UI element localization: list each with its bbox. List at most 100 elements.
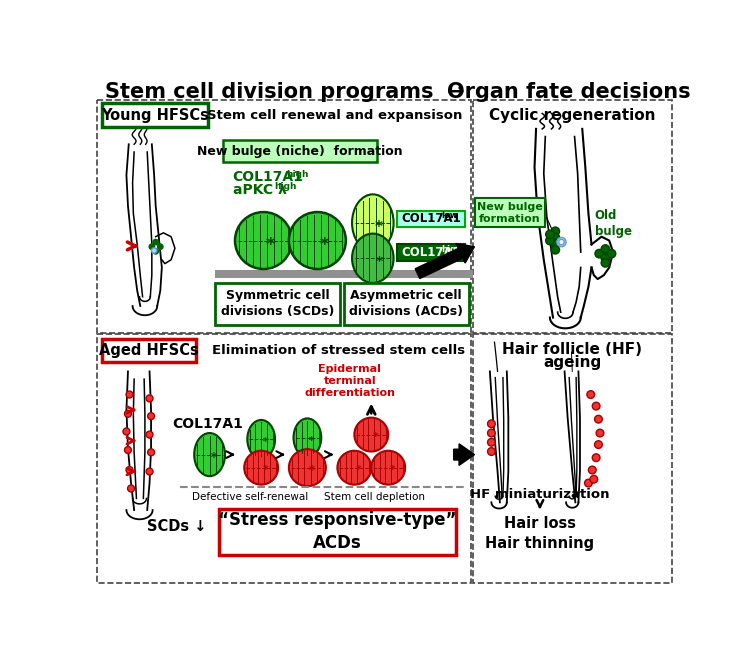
Circle shape — [596, 429, 604, 437]
Circle shape — [587, 391, 595, 398]
Text: Cyclic regeneration: Cyclic regeneration — [489, 108, 656, 122]
Text: *: * — [266, 236, 275, 254]
Bar — [215, 283, 340, 325]
Text: Young HFSCs: Young HFSCs — [101, 108, 208, 122]
Circle shape — [338, 451, 371, 485]
Circle shape — [590, 476, 598, 483]
Text: ⁻: ⁻ — [224, 414, 231, 428]
Text: *: * — [262, 437, 268, 447]
Bar — [476, 198, 544, 227]
Ellipse shape — [248, 420, 275, 459]
Bar — [215, 270, 473, 277]
Text: *: * — [373, 432, 378, 442]
Text: →: → — [447, 82, 465, 102]
Text: *: * — [211, 451, 217, 464]
Circle shape — [551, 233, 560, 242]
Text: high: high — [286, 170, 309, 179]
Circle shape — [244, 451, 278, 485]
FancyArrow shape — [454, 444, 475, 465]
Text: COL17A1: COL17A1 — [232, 170, 304, 185]
Bar — [98, 334, 470, 583]
Circle shape — [488, 420, 495, 428]
Circle shape — [559, 239, 564, 245]
Text: New bulge
formation: New bulge formation — [477, 202, 543, 224]
Circle shape — [488, 438, 495, 446]
Circle shape — [592, 402, 600, 410]
Circle shape — [595, 441, 602, 449]
Circle shape — [584, 479, 592, 487]
Text: Stem cell renewal and expansison: Stem cell renewal and expansison — [207, 108, 462, 122]
Text: *: * — [390, 465, 395, 475]
Circle shape — [602, 245, 610, 253]
Circle shape — [235, 212, 292, 269]
Circle shape — [146, 468, 153, 475]
Circle shape — [158, 244, 163, 250]
Circle shape — [126, 466, 133, 474]
Bar — [473, 334, 671, 583]
Circle shape — [488, 429, 495, 437]
Text: Asymmetric cell
divisions (ACDs): Asymmetric cell divisions (ACDs) — [349, 289, 463, 318]
Text: Symmetric cell
divisions (SCDs): Symmetric cell divisions (SCDs) — [221, 289, 334, 318]
Circle shape — [551, 227, 560, 236]
Text: “Stress responsive-type”
ACDs: “Stress responsive-type” ACDs — [218, 510, 457, 553]
Text: Stem cell division programs: Stem cell division programs — [104, 82, 433, 102]
FancyArrow shape — [416, 244, 475, 279]
Circle shape — [149, 244, 154, 250]
Text: high: high — [274, 182, 297, 191]
Circle shape — [551, 239, 560, 248]
Circle shape — [146, 431, 153, 438]
Circle shape — [595, 250, 604, 258]
Circle shape — [124, 447, 131, 453]
Circle shape — [589, 466, 596, 474]
Text: high: high — [441, 245, 462, 254]
Ellipse shape — [194, 433, 225, 476]
Bar — [98, 100, 470, 333]
Text: SCDs ↓: SCDs ↓ — [147, 520, 206, 535]
Circle shape — [289, 449, 326, 486]
Text: Epidermal
terminal
differentiation: Epidermal terminal differentiation — [304, 363, 395, 398]
Circle shape — [123, 428, 130, 435]
Text: Stem cell depletion: Stem cell depletion — [324, 492, 424, 503]
Circle shape — [126, 391, 133, 398]
Circle shape — [146, 395, 153, 402]
Text: Aged HFSCs: Aged HFSCs — [99, 343, 199, 358]
Circle shape — [602, 259, 610, 267]
Text: New bulge (niche)  formation: New bulge (niche) formation — [196, 145, 403, 158]
Text: Hair follicle (HF): Hair follicle (HF) — [503, 342, 642, 357]
Text: Defective self-renewal: Defective self-renewal — [191, 492, 308, 503]
Circle shape — [371, 451, 405, 485]
Bar — [344, 283, 469, 325]
Text: *: * — [309, 464, 315, 477]
Bar — [473, 100, 671, 333]
Text: ageing: ageing — [543, 355, 602, 370]
Text: COL17A1: COL17A1 — [401, 212, 461, 225]
Bar — [223, 141, 376, 162]
Text: HF miniaturization: HF miniaturization — [470, 488, 610, 501]
Text: *: * — [356, 465, 362, 475]
Circle shape — [289, 212, 346, 269]
Text: *: * — [376, 256, 382, 269]
Text: *: * — [262, 465, 268, 475]
Text: aPKC λ: aPKC λ — [232, 183, 286, 196]
Circle shape — [124, 411, 131, 417]
Circle shape — [608, 250, 616, 258]
Circle shape — [128, 485, 134, 492]
Bar — [398, 210, 465, 227]
Circle shape — [602, 254, 610, 263]
Text: Organ fate decisions: Organ fate decisions — [447, 82, 691, 102]
Ellipse shape — [293, 419, 321, 457]
Bar — [102, 339, 196, 362]
Text: COL17A1: COL17A1 — [401, 246, 461, 260]
Ellipse shape — [352, 234, 394, 283]
Text: Hair loss
Hair thinning: Hair loss Hair thinning — [485, 516, 595, 551]
Circle shape — [556, 237, 566, 246]
Text: low: low — [441, 212, 458, 220]
Circle shape — [153, 239, 158, 245]
Bar — [102, 104, 208, 127]
Circle shape — [153, 248, 158, 254]
Bar — [398, 244, 465, 261]
Text: COL17A1: COL17A1 — [172, 417, 244, 431]
Text: *: * — [309, 436, 314, 445]
Circle shape — [595, 415, 602, 423]
Text: Elimination of stressed stem cells: Elimination of stressed stem cells — [211, 344, 465, 357]
